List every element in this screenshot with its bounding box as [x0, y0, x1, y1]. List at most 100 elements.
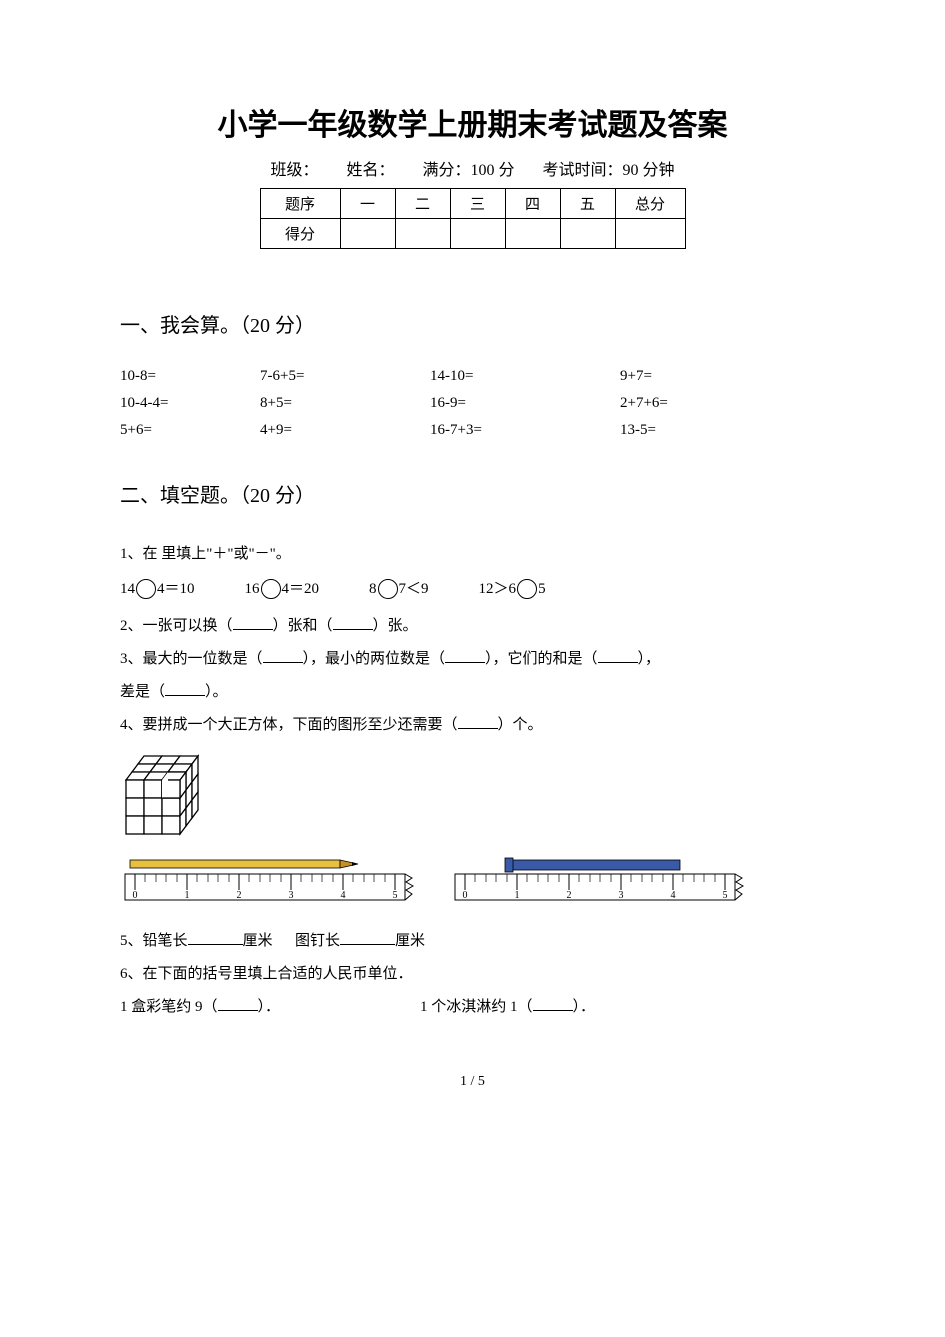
pencil-ruler: 0 1 2 3 4 5	[120, 854, 420, 919]
class-label: 班级：	[270, 162, 318, 179]
calc-grid: 10-8= 7-6+5= 14-10= 9+7= 10-4-4= 8+5= 16…	[120, 368, 825, 439]
q3-text: ），最小的两位数是（	[303, 651, 446, 667]
full-score: 满分：100 分	[423, 162, 515, 179]
calc-item: 10-8=	[120, 368, 260, 385]
q1-text: 4＝10	[157, 581, 195, 597]
q1-text: 7＜9	[399, 581, 429, 597]
row-label: 得分	[260, 219, 340, 249]
svg-text:2: 2	[237, 890, 242, 901]
q2-text: ）张。	[373, 618, 418, 634]
q1-text: 8	[369, 581, 377, 597]
blank-underline	[165, 681, 205, 696]
q6-intro: 6、在下面的括号里填上合适的人民币单位．	[120, 958, 825, 991]
cube-figure	[120, 750, 825, 850]
blank-underline	[340, 930, 395, 945]
cube-icon	[120, 750, 230, 845]
q1-item: 8 7＜9	[369, 577, 429, 600]
rulers-row: 0 1 2 3 4 5	[120, 854, 825, 919]
blank-underline	[233, 615, 273, 630]
col-header: 四	[505, 189, 560, 219]
calc-item: 7-6+5=	[260, 368, 430, 385]
q3-text: ）。	[205, 684, 228, 700]
q3-text: ），	[638, 651, 661, 667]
pencil-ruler-icon: 0 1 2 3 4 5	[120, 854, 420, 914]
exam-time: 考试时间：90 分钟	[543, 162, 675, 179]
q1-item: 164＝20	[245, 577, 320, 600]
score-cell	[560, 219, 615, 249]
q1-text: 4＝20	[282, 581, 320, 597]
ruler-label: 0	[133, 890, 138, 901]
calc-item: 2+7+6=	[620, 395, 760, 412]
calc-item: 9+7=	[620, 368, 760, 385]
q3-text: 3、最大的一位数是（	[120, 651, 263, 667]
q2-text: 2、一张可以换（	[120, 618, 233, 634]
calc-item: 4+9=	[260, 422, 430, 439]
q5-line: 5、铅笔长 厘米 图钉长 厘米	[120, 925, 825, 958]
score-table: 题序 一 二 三 四 五 总分 得分	[260, 188, 686, 249]
total-header: 总分	[615, 189, 685, 219]
meta-line: 班级： 姓名： 满分：100 分 考试时间：90 分钟	[120, 156, 825, 180]
q5-text: 图钉长	[295, 933, 340, 949]
col-header: 三	[450, 189, 505, 219]
score-cell	[505, 219, 560, 249]
calc-item: 13-5=	[620, 422, 760, 439]
col-header: 一	[340, 189, 395, 219]
q2-line: 2、一张可以换（ ）张和（ ）张。	[120, 610, 825, 643]
page-number: 1 / 5	[120, 1074, 825, 1090]
q2-text: ）张和（	[273, 618, 333, 634]
svg-text:5: 5	[723, 890, 728, 901]
page-title: 小学一年级数学上册期末考试题及答案	[120, 100, 825, 144]
q3-line2: 差是（ ）。	[120, 676, 825, 709]
svg-text:4: 4	[341, 890, 346, 901]
section-1-heading: 一、我会算。（20 分）	[120, 309, 825, 338]
q6-text: 1 盒彩笔约 9（	[120, 999, 218, 1015]
q1-row: 14 4＝10 164＝20 8 7＜9 12＞6 5	[120, 577, 825, 600]
row-label: 题序	[260, 189, 340, 219]
blank-underline	[218, 996, 258, 1011]
blank-underline	[445, 648, 485, 663]
q3-text: ），它们的和是（	[485, 651, 598, 667]
q1-text: 14	[120, 581, 135, 597]
q5-text: 厘米	[243, 933, 273, 949]
q6-text: ）．	[573, 999, 596, 1015]
blank-underline	[263, 648, 303, 663]
col-header: 二	[395, 189, 450, 219]
score-cell	[340, 219, 395, 249]
svg-text:2: 2	[567, 890, 572, 901]
q6-text: ）．	[258, 999, 281, 1015]
svg-text:1: 1	[515, 890, 520, 901]
q3-line: 3、最大的一位数是（ ），最小的两位数是（ ），它们的和是（ ），	[120, 643, 825, 676]
q1-item: 12＞6 5	[479, 577, 546, 600]
svg-text:3: 3	[289, 890, 294, 901]
svg-text:5: 5	[393, 890, 398, 901]
score-cell	[395, 219, 450, 249]
q1-item: 14 4＝10	[120, 577, 195, 600]
q1-text: 12＞6	[479, 581, 517, 597]
circle-blank-icon	[136, 579, 156, 599]
blank-underline	[533, 996, 573, 1011]
calc-item: 5+6=	[120, 422, 260, 439]
section-2-heading: 二、填空题。（20 分）	[120, 479, 825, 508]
blank-underline	[333, 615, 373, 630]
q3-text: 差是（	[120, 684, 165, 700]
table-row: 得分	[260, 219, 685, 249]
q1-intro: 1、在 里填上"＋"或"－"。	[120, 538, 825, 571]
calc-item: 16-9=	[430, 395, 620, 412]
svg-text:4: 4	[671, 890, 676, 901]
q1-text: 5	[538, 581, 546, 597]
blank-underline	[188, 930, 243, 945]
pin-ruler: 0 1 2 3 4 5	[450, 854, 750, 919]
pin-ruler-icon: 0 1 2 3 4 5	[450, 854, 750, 914]
score-cell	[615, 219, 685, 249]
svg-text:1: 1	[185, 890, 190, 901]
calc-item: 14-10=	[430, 368, 620, 385]
calc-item: 10-4-4=	[120, 395, 260, 412]
q6-text: 1 个冰淇淋约 1（	[420, 999, 533, 1015]
blank-underline	[458, 714, 498, 729]
blank-underline	[598, 648, 638, 663]
q5-text: 厘米	[395, 933, 425, 949]
score-cell	[450, 219, 505, 249]
q5-text: 5、铅笔长	[120, 933, 188, 949]
name-label: 姓名：	[346, 162, 394, 179]
circle-blank-icon	[517, 579, 537, 599]
